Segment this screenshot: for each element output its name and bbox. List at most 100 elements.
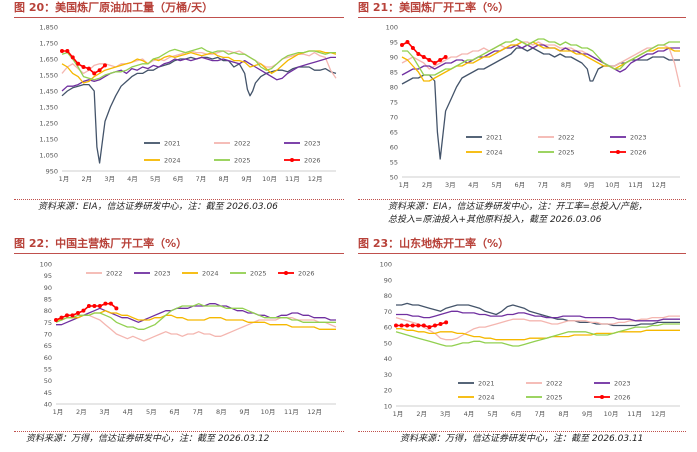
y-tick-label: 90 <box>390 54 398 62</box>
x-tick-label: 7月 <box>196 175 207 183</box>
legend-marker-2026 <box>284 271 288 275</box>
series-line-2024 <box>61 50 337 84</box>
x-tick-label: 12月 <box>651 181 666 189</box>
panel-title-fig23: 图 23：山东地炼开工率（%） <box>358 237 510 250</box>
y-tick-label: 950 <box>46 168 58 176</box>
x-tick-label: 6月 <box>511 410 522 418</box>
x-tick-label: 5月 <box>491 181 502 189</box>
x-tick-label: 6月 <box>169 408 180 416</box>
y-tick-label: 10 <box>384 403 392 411</box>
x-tick-label: 5月 <box>150 175 161 183</box>
x-tick-label: 8月 <box>558 410 569 418</box>
series-marker-2026 <box>394 323 398 328</box>
series-marker-2026 <box>92 71 97 76</box>
x-tick-label: 2月 <box>416 410 427 418</box>
series-line-2022 <box>401 41 681 88</box>
series-line-2026 <box>396 321 447 328</box>
x-tick-label: 9月 <box>582 410 593 418</box>
y-tick-label: 60 <box>390 144 398 152</box>
y-tick-label: 100 <box>40 261 52 269</box>
legend-label-2025: 2025 <box>234 157 251 165</box>
series-line-2022 <box>61 50 337 79</box>
x-tick-label: 8月 <box>561 181 572 189</box>
series-marker-2026 <box>70 313 75 318</box>
source-rule <box>358 431 686 432</box>
series-marker-2026 <box>108 301 113 306</box>
series-line-2025 <box>61 47 336 81</box>
y-tick-label: 75 <box>390 99 398 107</box>
y-tick-label: 70 <box>44 331 52 339</box>
series-line-2021 <box>396 302 680 327</box>
series-marker-2026 <box>97 68 102 73</box>
series-line-2021 <box>61 56 337 164</box>
x-tick-label: 12月 <box>308 175 323 183</box>
x-tick-label: 6月 <box>515 181 526 189</box>
y-tick-label: 80 <box>44 307 52 315</box>
y-tick-label: 55 <box>44 366 52 374</box>
legend-label-2024: 2024 <box>486 149 503 157</box>
legend-label-2022: 2022 <box>558 134 575 142</box>
source-note-fig20: 资料来源：EIA，信达证券研发中心，注：截至 2026.03.06 <box>38 202 278 212</box>
source-note-fig22: 资料来源：万得，信达证券研发中心，注：截至 2026.03.12 <box>26 434 270 444</box>
x-tick-label: 2月 <box>82 175 93 183</box>
y-tick-label: 1,850 <box>39 24 58 32</box>
series-marker-2026 <box>421 55 426 59</box>
series-marker-2026 <box>97 304 102 308</box>
panel-title-fig22: 图 22：中国主营炼厂开工率（%） <box>14 237 188 250</box>
x-tick-label: 7月 <box>538 181 549 189</box>
series-marker-2026 <box>410 46 415 50</box>
chart-china-major-refinery-utilization: 40 45 50 55 60 65 70 75 80 85 90 95 100 1月 2月 3月 4月 5月 6月 7… <box>40 261 337 416</box>
series-marker-2026 <box>86 304 91 308</box>
series-marker-2026 <box>427 325 432 330</box>
legend-marker-2026 <box>290 158 294 162</box>
series-marker-2026 <box>76 61 81 66</box>
series-marker-2026 <box>75 311 80 315</box>
source-note-fig21-line2: 总投入=原油投入+其他原料投入，截至 2026.03.06 <box>388 215 602 225</box>
y-tick-label: 100 <box>386 24 398 32</box>
series-marker-2026 <box>54 318 58 322</box>
x-tick-label: 3月 <box>445 181 456 189</box>
x-tick-label: 2月 <box>422 181 433 189</box>
x-tick-label: 3月 <box>104 175 115 183</box>
legend-label-2021: 2021 <box>486 134 503 142</box>
legend-label-2022: 2022 <box>106 270 123 278</box>
series-marker-2026 <box>81 308 86 313</box>
x-tick-label: 9月 <box>239 408 250 416</box>
series-marker-2026 <box>114 306 119 311</box>
series-marker-2026 <box>399 323 404 328</box>
legend-label-2025: 2025 <box>558 149 575 157</box>
y-tick-label: 50 <box>390 174 398 182</box>
series-line-2023 <box>61 56 336 92</box>
legend-label-2023: 2023 <box>154 270 171 278</box>
x-tick-label: 8月 <box>216 408 227 416</box>
y-tick-label: 100 <box>380 261 392 269</box>
y-tick-label: 60 <box>44 354 52 362</box>
legend-label-2023: 2023 <box>614 380 631 388</box>
x-tick-label: 1月 <box>393 410 404 418</box>
series-marker-2026 <box>443 55 448 59</box>
title-rule <box>358 253 686 254</box>
legend-label-2026: 2026 <box>304 157 321 165</box>
y-tick-label: 70 <box>390 114 398 122</box>
legend-label-2025: 2025 <box>250 270 267 278</box>
x-tick-label: 7月 <box>535 410 546 418</box>
legend-label-2025: 2025 <box>546 394 563 402</box>
y-tick-label: 1,150 <box>39 136 58 144</box>
series-marker-2026 <box>438 321 443 326</box>
series-line-2022 <box>395 315 680 341</box>
y-tick-label: 80 <box>384 292 392 300</box>
legend-label-2022: 2022 <box>546 380 563 388</box>
legend-label-2026: 2026 <box>614 394 631 402</box>
series-marker-2026 <box>410 323 415 328</box>
legend-label-2026: 2026 <box>298 270 315 278</box>
y-tick-label: 1,750 <box>39 40 58 48</box>
series-marker-2026 <box>86 66 91 71</box>
chart-us-refinery-throughput: 950 1,050 1,150 1,250 1,350 1,450 1,550 1,650 1,… <box>39 24 337 183</box>
series-line-2025 <box>402 38 680 76</box>
y-tick-label: 65 <box>44 342 52 350</box>
x-tick-label: 4月 <box>468 181 479 189</box>
title-rule <box>14 253 344 254</box>
chart-shandong-independent-refinery-utilization: 10 20 30 40 50 60 70 80 90 100 1月 2月 3月 4月 5月 6月 7月 8月 9月 1… <box>380 261 680 418</box>
series-marker-2026 <box>92 304 97 308</box>
x-tick-label: 11月 <box>285 175 300 183</box>
